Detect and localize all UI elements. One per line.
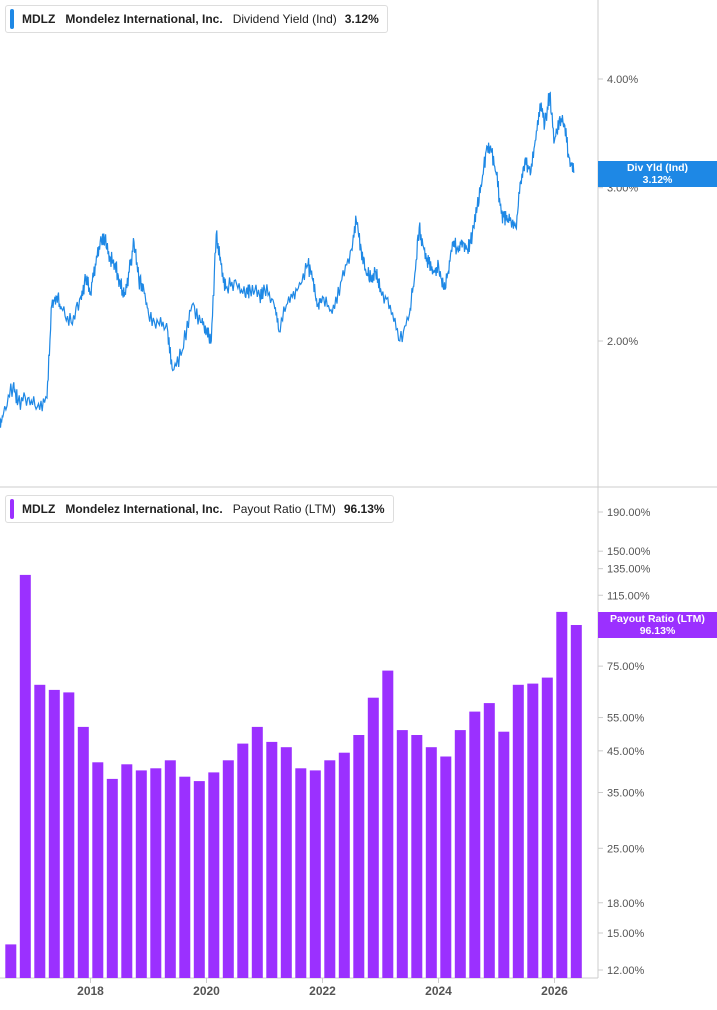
payout-bar-23 xyxy=(338,752,350,978)
payout-bar-1 xyxy=(19,574,31,978)
current-payout-tag-value: 96.13% xyxy=(639,625,676,637)
legend-yield-company: Mondelez International, Inc. xyxy=(65,12,223,26)
x-tick-label-3: 2024 xyxy=(425,984,452,998)
payout-bar-33 xyxy=(483,703,495,978)
payout-bar-29 xyxy=(425,747,437,978)
payout-bar-19 xyxy=(280,747,292,978)
x-tick-label-2: 2022 xyxy=(309,984,336,998)
payout-bar-4 xyxy=(63,692,75,978)
legend-payout-metric: Payout Ratio (LTM) xyxy=(232,502,336,516)
payout-bar-16 xyxy=(237,743,249,978)
current-payout-tag: Payout Ratio (LTM) 96.13% xyxy=(598,612,717,638)
current-yield-tag-label: Div Yld (Ind) xyxy=(626,162,689,174)
payout-bar-12 xyxy=(179,776,191,978)
payout-tick-label-3: 25.00% xyxy=(607,843,645,855)
legend-payout-company: Mondelez International, Inc. xyxy=(65,502,223,516)
payout-tick-label-7: 75.00% xyxy=(607,661,645,673)
legend-payout-ticker: MDLZ xyxy=(22,502,56,516)
payout-bar-2 xyxy=(34,684,46,978)
payout-bar-25 xyxy=(367,697,379,978)
current-yield-tag-value: 3.12% xyxy=(642,174,673,186)
payout-bar-22 xyxy=(324,760,336,978)
payout-tick-label-9: 135.00% xyxy=(607,564,651,576)
payout-bar-26 xyxy=(382,670,394,978)
payout-bar-37 xyxy=(541,677,553,978)
payout-tick-label-1: 15.00% xyxy=(607,928,645,940)
payout-bar-9 xyxy=(135,770,147,978)
payout-bar-7 xyxy=(106,778,118,978)
payout-tick-label-4: 35.00% xyxy=(607,788,645,800)
payout-bar-6 xyxy=(92,762,104,978)
payout-bar-32 xyxy=(469,711,481,978)
payout-bar-35 xyxy=(512,684,524,978)
payout-bar-38 xyxy=(556,611,568,978)
payout-bar-27 xyxy=(396,730,408,978)
legend-yield-value: 3.12% xyxy=(344,12,379,26)
payout-tick-label-11: 190.00% xyxy=(607,507,651,519)
payout-bar-0 xyxy=(5,944,17,978)
payout-bar-14 xyxy=(208,772,220,978)
payout-bar-34 xyxy=(498,731,510,978)
payout-tick-label-10: 150.00% xyxy=(607,546,651,558)
payout-tick-label-2: 18.00% xyxy=(607,898,645,910)
payout-bar-21 xyxy=(309,770,321,978)
payout-bar-3 xyxy=(48,689,60,978)
x-tick-label-4: 2026 xyxy=(541,984,568,998)
payout-tick-label-5: 45.00% xyxy=(607,746,645,758)
payout-bar-10 xyxy=(150,768,162,978)
legend-payout-swatch xyxy=(10,499,14,519)
payout-bar-30 xyxy=(440,756,452,978)
current-yield-tag: Div Yld (Ind) 3.12% xyxy=(598,161,717,187)
payout-bar-20 xyxy=(295,768,307,978)
payout-bar-8 xyxy=(121,764,133,978)
legend-payout-value: 96.13% xyxy=(343,502,385,516)
yield-tick-label-0: 2.00% xyxy=(607,336,638,348)
payout-bar-31 xyxy=(454,730,466,978)
payout-tick-label-8: 115.00% xyxy=(607,590,650,602)
payout-bar-15 xyxy=(222,760,234,978)
payout-bar-39 xyxy=(570,625,582,978)
legend-yield-metric: Dividend Yield (Ind) xyxy=(232,12,337,26)
current-payout-tag-label: Payout Ratio (LTM) xyxy=(610,613,705,625)
x-tick-label-0: 2018 xyxy=(77,984,104,998)
payout-tick-label-0: 12.00% xyxy=(607,965,645,977)
payout-bar-28 xyxy=(411,735,423,978)
payout-bar-17 xyxy=(251,726,263,978)
payout-bar-18 xyxy=(266,741,278,978)
yield-tick-label-2: 4.00% xyxy=(607,74,638,86)
x-tick-label-1: 2020 xyxy=(193,984,220,998)
legend-payout[interactable]: MDLZ Mondelez International, Inc. Payout… xyxy=(5,495,394,523)
payout-bar-11 xyxy=(164,760,176,978)
payout-bar-5 xyxy=(77,726,89,978)
payout-bar-24 xyxy=(353,735,365,978)
legend-yield-ticker: MDLZ xyxy=(22,12,56,26)
yield-series-line xyxy=(0,91,575,428)
payout-bar-13 xyxy=(193,781,205,978)
payout-tick-label-6: 55.00% xyxy=(607,713,645,725)
legend-yield[interactable]: MDLZ Mondelez International, Inc. Divide… xyxy=(5,5,388,33)
payout-bar-36 xyxy=(527,683,539,978)
legend-yield-swatch xyxy=(10,9,14,29)
